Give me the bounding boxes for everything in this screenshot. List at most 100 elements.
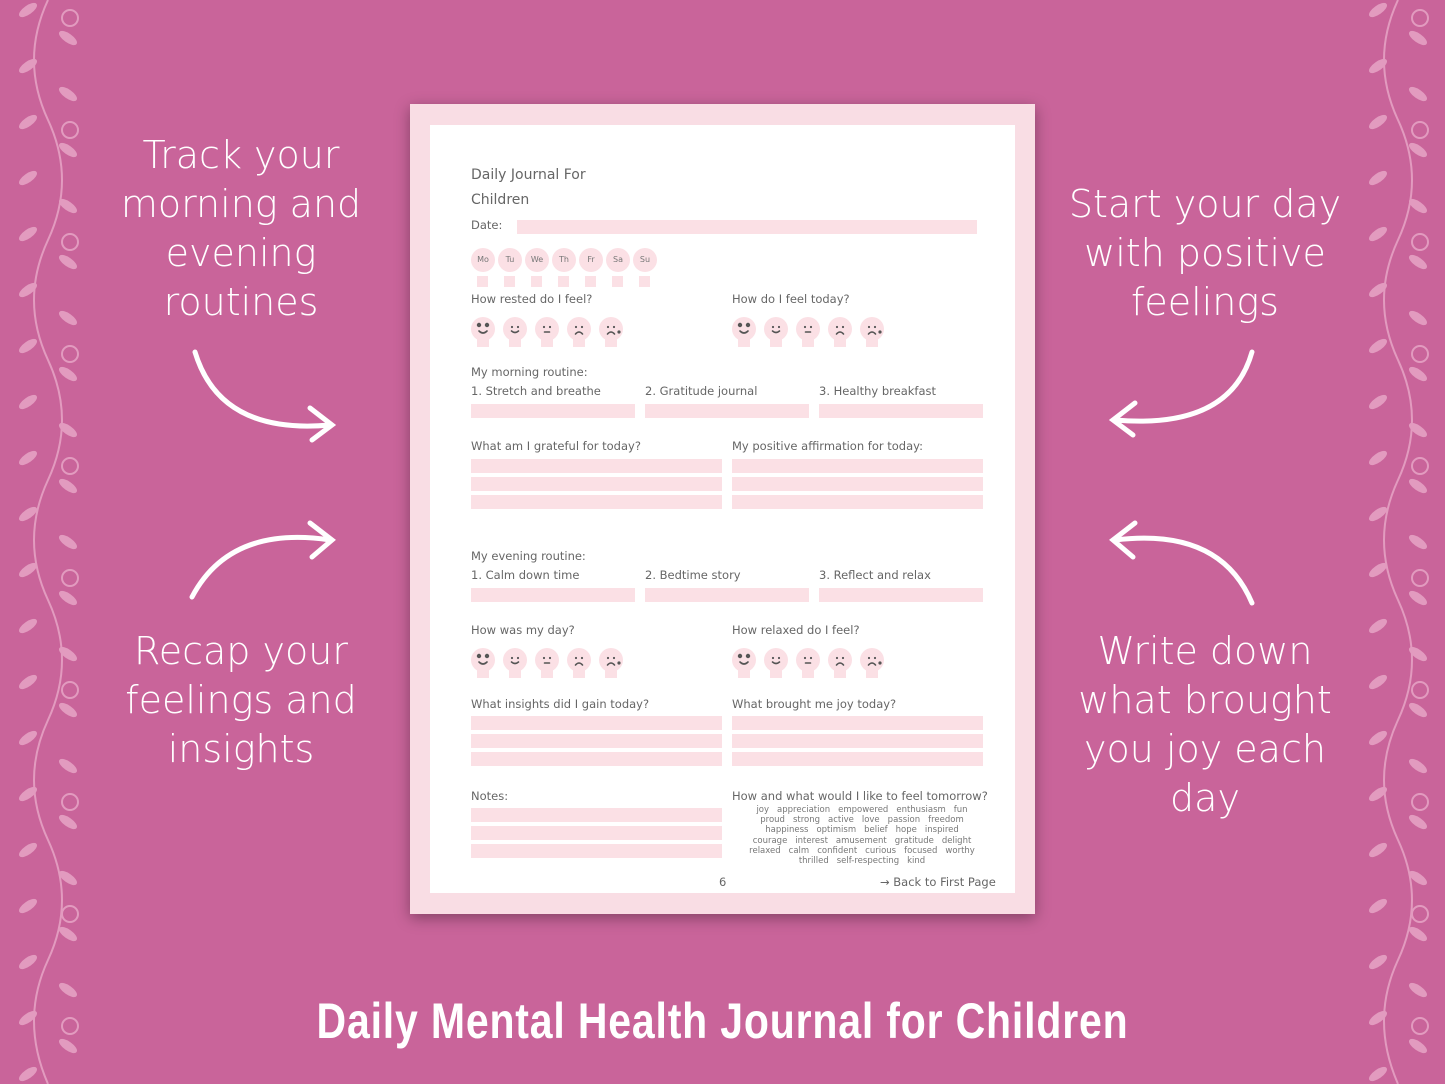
date-field[interactable]	[517, 220, 977, 234]
day-circle-mo[interactable]: Mo	[471, 248, 495, 272]
back-to-first-page-link[interactable]: → Back to First Page	[880, 875, 996, 889]
face-checkbox[interactable]	[605, 666, 617, 678]
evening-item-1: 1. Calm down time	[471, 568, 580, 582]
day-circle-th[interactable]: Th	[552, 248, 576, 272]
notes-line-1[interactable]	[471, 808, 722, 822]
date-label: Date:	[471, 218, 503, 232]
grateful-line-1[interactable]	[471, 459, 722, 473]
face-checkbox[interactable]	[541, 666, 553, 678]
day-circle-sa[interactable]: Sa	[606, 248, 630, 272]
day-checkbox[interactable]	[558, 276, 569, 287]
face-checkbox[interactable]	[738, 335, 750, 347]
day-checkbox[interactable]	[585, 276, 596, 287]
morning-field-3[interactable]	[819, 404, 983, 418]
affirmation-line-2[interactable]	[732, 477, 983, 491]
face-checkbox[interactable]	[573, 666, 585, 678]
morning-routine-label: My morning routine:	[471, 365, 588, 379]
day-circle-we[interactable]: We	[525, 248, 549, 272]
evening-item-2: 2. Bedtime story	[645, 568, 741, 582]
feeling-words-row: joy appreciation empowered enthusiasm fun	[732, 805, 992, 815]
journal-page: Daily Journal For Children Date: Mo Tu We T…	[410, 104, 1035, 914]
feeling-word: love	[861, 815, 880, 826]
face-checkbox[interactable]	[866, 666, 878, 678]
arrow-left-up-icon	[1109, 520, 1255, 606]
journal-title-line1: Daily Journal For	[471, 167, 586, 183]
heart-eyes-face-icon[interactable]	[471, 648, 495, 672]
insights-label: What insights did I gain today?	[471, 697, 650, 711]
grateful-line-3[interactable]	[471, 495, 722, 509]
day-circle-su[interactable]: Su	[633, 248, 657, 272]
evening-field-2[interactable]	[645, 588, 809, 602]
insights-line-3[interactable]	[471, 752, 722, 766]
morning-field-2[interactable]	[645, 404, 809, 418]
face-checkbox[interactable]	[834, 335, 846, 347]
text-start-day: Start your day with positive feelings	[1068, 182, 1342, 324]
feeling-word: optimism	[816, 825, 857, 836]
face-checkbox[interactable]	[509, 335, 521, 347]
face-checkbox[interactable]	[802, 666, 814, 678]
day-checkbox[interactable]	[612, 276, 623, 287]
notes-line-2[interactable]	[471, 826, 722, 840]
affirmation-line-1[interactable]	[732, 459, 983, 473]
grateful-line-2[interactable]	[471, 477, 722, 491]
face-checkbox[interactable]	[866, 335, 878, 347]
feeling-word: courage	[752, 835, 788, 846]
floral-vine-right	[1368, 0, 1429, 1084]
feeling-word: kind	[907, 856, 926, 867]
face-checkbox[interactable]	[770, 335, 782, 347]
notes-label: Notes:	[471, 789, 509, 803]
joy-line-1[interactable]	[732, 716, 983, 730]
morning-item-1: 1. Stretch and breathe	[471, 384, 601, 398]
face-checkbox[interactable]	[477, 666, 489, 678]
morning-field-1[interactable]	[471, 404, 635, 418]
floral-vine-left	[18, 0, 79, 1084]
day-checkbox[interactable]	[504, 276, 515, 287]
joy-label: What brought me joy today?	[732, 697, 897, 711]
feeling-words: joy appreciation empowered enthusiasm fun pro…	[732, 805, 992, 866]
smile-face-icon[interactable]	[764, 317, 788, 341]
notes-line-3[interactable]	[471, 844, 722, 858]
journal-page-content: Daily Journal For Children Date: Mo Tu We T…	[430, 125, 1015, 893]
day-label: How was my day?	[471, 623, 575, 637]
joy-line-2[interactable]	[732, 734, 983, 748]
feeling-word: empowered	[838, 805, 889, 815]
face-checkbox[interactable]	[573, 335, 585, 347]
joy-line-3[interactable]	[732, 752, 983, 766]
tomorrow-label: How and what would I like to feel tomorr…	[732, 789, 988, 803]
feeling-word: appreciation	[777, 805, 831, 815]
feeling-word: amusement	[835, 835, 887, 846]
day-checkbox[interactable]	[531, 276, 542, 287]
face-checkbox[interactable]	[802, 335, 814, 347]
text-recap-feelings: Recap your feelings and insights	[125, 629, 357, 771]
feeling-word: inspired	[924, 825, 959, 836]
feeling-word: fun	[953, 805, 968, 815]
evening-item-3: 3. Reflect and relax	[819, 568, 931, 582]
relaxed-label: How relaxed do I feel?	[732, 623, 860, 637]
evening-field-3[interactable]	[819, 588, 983, 602]
feeling-word: self-respecting	[836, 856, 900, 867]
day-checkbox[interactable]	[639, 276, 650, 287]
insights-line-2[interactable]	[471, 734, 722, 748]
journal-title-line2: Children	[471, 192, 530, 208]
feeling-words-row: courage interest amusement gratitude delight	[732, 836, 992, 846]
day-checkbox[interactable]	[477, 276, 488, 287]
affirmation-line-3[interactable]	[732, 495, 983, 509]
day-circle-tu[interactable]: Tu	[498, 248, 522, 272]
feeling-word: passion	[887, 815, 921, 826]
feeling-word: thrilled	[798, 856, 829, 867]
feeling-word: belief	[864, 825, 888, 836]
face-checkbox[interactable]	[541, 335, 553, 347]
face-checkbox[interactable]	[738, 666, 750, 678]
face-checkbox[interactable]	[509, 666, 521, 678]
feeling-word: freedom	[928, 815, 964, 826]
face-checkbox[interactable]	[770, 666, 782, 678]
insights-line-1[interactable]	[471, 716, 722, 730]
feeling-words-row: happiness optimism belief hope inspired	[732, 825, 992, 835]
face-checkbox[interactable]	[477, 335, 489, 347]
face-checkbox[interactable]	[834, 666, 846, 678]
face-checkbox[interactable]	[605, 335, 617, 347]
day-circle-fr[interactable]: Fr	[579, 248, 603, 272]
evening-field-1[interactable]	[471, 588, 635, 602]
page-number: 6	[719, 875, 727, 889]
feeling-word: confident	[817, 845, 858, 856]
